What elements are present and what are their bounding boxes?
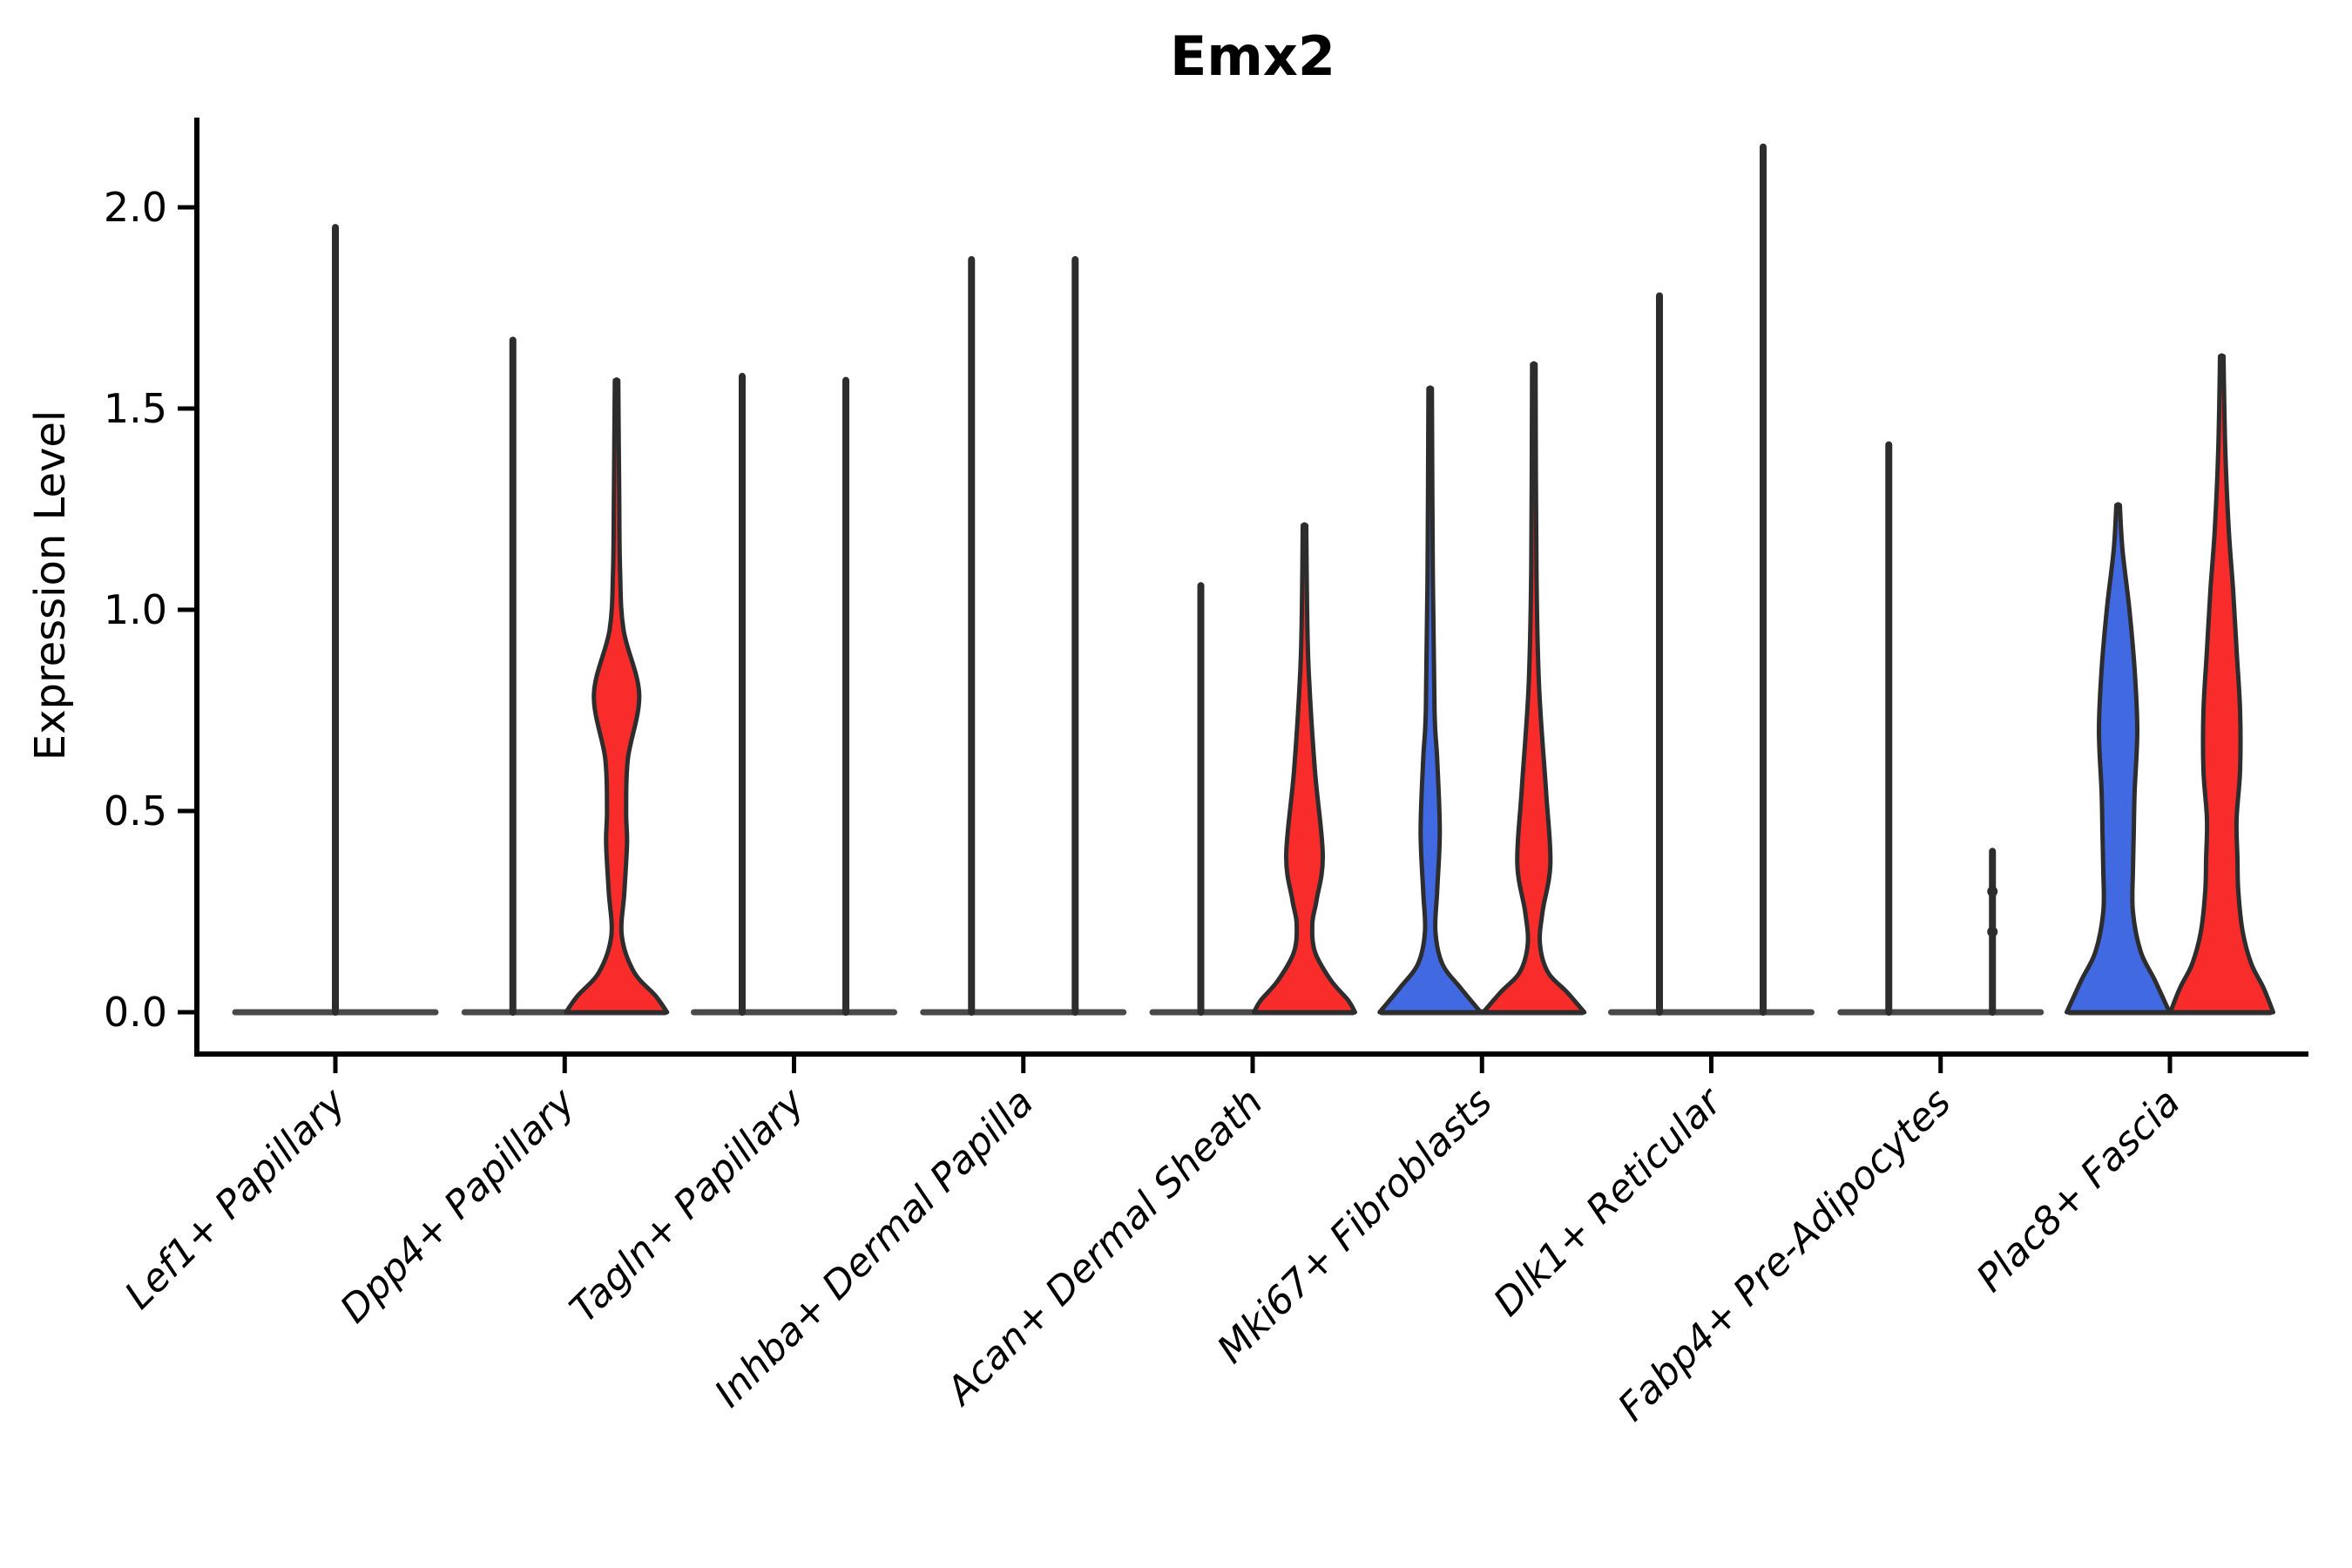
y-tick-label-0.5: 0.5 <box>104 787 167 835</box>
y-tick-label-2.0: 2.0 <box>104 184 167 231</box>
violin-fabp4-pre-adipocytes-right-dot-1 <box>1987 926 1998 937</box>
y-tick-label-0.0: 0.0 <box>104 989 167 1036</box>
x-tick-label-tagln-papillary: Tagln+ Papillary <box>562 1079 814 1331</box>
x-tick-label-dpp4-papillary: Dpp4+ Papillary <box>332 1079 585 1332</box>
violin-mki67-fibroblasts-right <box>1481 362 1587 1015</box>
violin-plac8-fascia-right <box>2168 354 2275 1015</box>
y-axis-label: Expression Level <box>26 409 75 761</box>
y-tick-label-1.5: 1.5 <box>104 385 167 432</box>
violin-mki67-fibroblasts-left <box>1377 386 1484 1015</box>
y-tick-label-1.0: 1.0 <box>104 586 167 633</box>
violin-acan-dermal-sheath-right <box>1252 523 1357 1015</box>
chart-title: Emx2 <box>1169 24 1336 88</box>
x-tick-label-lef1-papillary: Lef1+ Papillary <box>117 1079 355 1318</box>
violin-dpp4-papillary-right <box>564 378 670 1015</box>
violin-fabp4-pre-adipocytes-right-dot-0 <box>1987 886 1998 897</box>
violin-plac8-fascia-left <box>2065 503 2172 1015</box>
x-tick-label-plac8-fascia: Plac8+ Fascia <box>1968 1080 2188 1301</box>
x-tick-label-dlk1-reticular: Dlk1+ Reticular <box>1485 1078 1732 1325</box>
